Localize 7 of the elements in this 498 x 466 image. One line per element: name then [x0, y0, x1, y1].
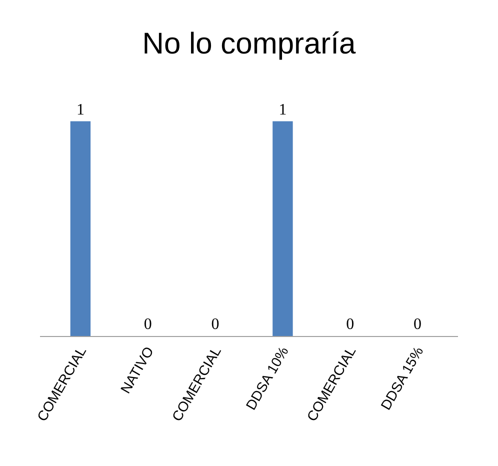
data-label: 0: [346, 316, 354, 333]
data-label: 1: [278, 101, 287, 118]
data-label: 0: [414, 316, 422, 333]
data-label: 0: [144, 316, 152, 333]
data-label: 0: [211, 316, 220, 333]
chart-title: No lo compraría: [142, 28, 356, 61]
data-label: 1: [76, 101, 84, 118]
